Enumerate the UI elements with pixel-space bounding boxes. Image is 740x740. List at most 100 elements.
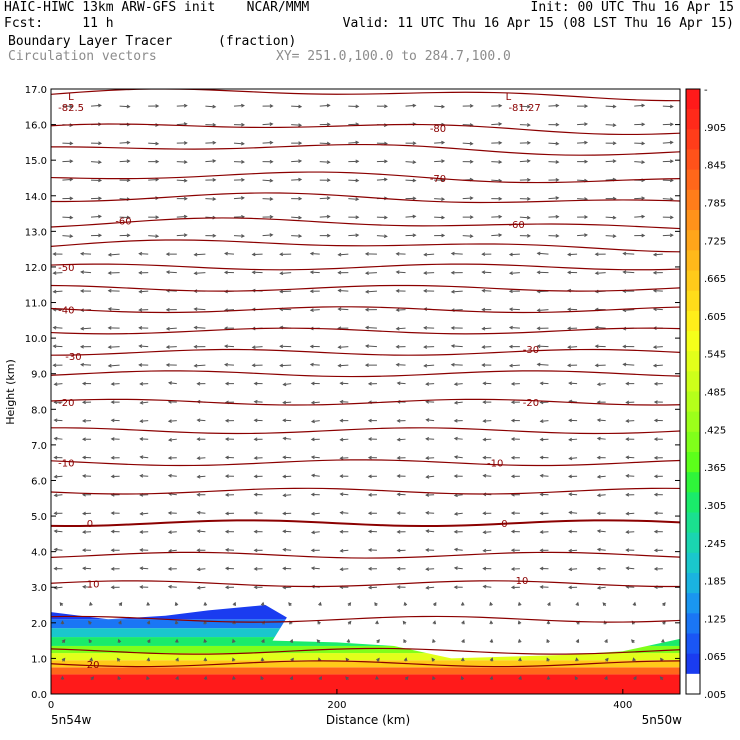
contour-label: -10 bbox=[487, 459, 503, 470]
vector-arrow bbox=[423, 289, 435, 293]
vector-arrow bbox=[138, 344, 149, 349]
vector-arrow bbox=[605, 104, 617, 109]
vector-arrow bbox=[661, 638, 665, 643]
vector-arrow bbox=[107, 252, 120, 257]
y-tick-label: 10.0 bbox=[25, 334, 47, 345]
vector-arrow bbox=[519, 159, 531, 163]
y-tick-label: 13.0 bbox=[25, 227, 47, 238]
vector-arrow bbox=[80, 362, 92, 367]
vector-arrow bbox=[423, 345, 435, 349]
colorbar-swatch bbox=[686, 371, 700, 392]
vector-arrow bbox=[539, 437, 549, 442]
vector-arrow bbox=[223, 270, 234, 275]
vector-arrow bbox=[450, 289, 463, 294]
y-tick-label: 14.0 bbox=[25, 192, 47, 203]
vector-arrow bbox=[653, 529, 663, 534]
vector-arrow bbox=[482, 584, 492, 589]
vector-arrow bbox=[167, 381, 177, 385]
vector-arrow bbox=[319, 103, 331, 108]
colorbar-label: .365 bbox=[704, 463, 726, 474]
vector-arrow bbox=[261, 638, 265, 643]
isotherm bbox=[51, 647, 680, 655]
vector-arrow bbox=[337, 345, 349, 350]
init-time: Init: 00 UTC Thu 16 Apr 15 bbox=[530, 0, 735, 15]
vector-arrow bbox=[193, 252, 206, 257]
vector-arrow bbox=[481, 252, 492, 257]
vector-arrow bbox=[508, 363, 520, 368]
vector-arrow bbox=[575, 657, 579, 662]
vector-arrow bbox=[518, 657, 522, 662]
vector-arrow bbox=[291, 215, 303, 220]
vector-arrow bbox=[460, 601, 465, 606]
vector-arrow bbox=[53, 455, 63, 460]
vector-arrow bbox=[453, 474, 463, 478]
vector-arrow bbox=[88, 639, 93, 644]
vector-arrow bbox=[662, 233, 674, 238]
vector-arrow bbox=[508, 307, 520, 312]
vector-arrow bbox=[508, 344, 520, 349]
vector-arrow bbox=[481, 307, 492, 312]
isotherm bbox=[51, 89, 680, 102]
vector-arrow bbox=[262, 197, 274, 201]
vector-arrow bbox=[546, 657, 550, 662]
vector-arrow bbox=[196, 567, 206, 572]
vector-arrow bbox=[309, 270, 320, 275]
vector-arrow bbox=[634, 233, 646, 238]
vector-arrow bbox=[348, 197, 360, 202]
vector-arrow bbox=[577, 233, 589, 237]
colorbar-swatch bbox=[686, 351, 700, 372]
vector-arrow bbox=[453, 493, 463, 498]
vector-arrow bbox=[653, 437, 663, 442]
vector-arrow bbox=[289, 675, 294, 680]
colorbar-swatch bbox=[686, 230, 700, 251]
vector-arrow bbox=[403, 638, 407, 643]
vector-arrow bbox=[282, 566, 292, 571]
vector-arrow bbox=[482, 511, 492, 516]
vector-arrow bbox=[196, 548, 206, 553]
vector-arrow bbox=[434, 140, 446, 145]
vector-arrow bbox=[260, 601, 265, 606]
vector-arrow bbox=[367, 493, 377, 497]
vector-arrow bbox=[510, 585, 520, 590]
vector-arrow bbox=[633, 676, 637, 681]
vector-arrow bbox=[662, 122, 674, 127]
vector-arrow bbox=[291, 104, 303, 109]
vector-arrow bbox=[260, 657, 265, 662]
vector-arrow bbox=[367, 511, 377, 516]
vector-arrow bbox=[519, 233, 531, 238]
vector-arrow bbox=[81, 437, 92, 442]
vector-arrow bbox=[594, 252, 606, 257]
vector-arrow bbox=[262, 104, 274, 108]
vector-arrow bbox=[337, 288, 349, 293]
vector-arrow bbox=[596, 418, 606, 423]
vector-arrow bbox=[423, 363, 435, 368]
vector-arrow bbox=[82, 455, 92, 460]
vector-arrow bbox=[310, 419, 320, 424]
x-axis: 0 200 400 bbox=[48, 689, 632, 711]
y-tick-label: 1.0 bbox=[31, 654, 47, 665]
vector-arrow bbox=[88, 620, 92, 625]
vector-arrow bbox=[52, 289, 63, 294]
vector-arrow bbox=[652, 345, 663, 349]
vector-arrow bbox=[196, 456, 206, 461]
colorbar-label: .425 bbox=[704, 425, 726, 436]
vector-arrow bbox=[508, 325, 520, 330]
vector-arrow bbox=[622, 344, 635, 349]
tracer-band bbox=[51, 653, 680, 661]
colorbar-label: .245 bbox=[704, 539, 726, 550]
vector-arrow bbox=[567, 270, 578, 275]
vector-arrow bbox=[319, 214, 331, 219]
vector-arrow bbox=[339, 437, 349, 442]
colorbar-label: .785 bbox=[704, 198, 726, 209]
vector-arrow bbox=[310, 492, 320, 497]
vector-arrow bbox=[107, 271, 120, 275]
vector-arrow bbox=[396, 474, 406, 478]
vector-arrow bbox=[634, 141, 646, 146]
vector-arrow bbox=[625, 492, 635, 497]
vector-arrow bbox=[489, 601, 493, 606]
colorbar-swatch bbox=[686, 653, 700, 675]
vector-arrow bbox=[548, 178, 560, 182]
vector-arrow bbox=[233, 234, 245, 238]
isotherm bbox=[51, 580, 680, 588]
vector-arrow bbox=[165, 270, 177, 274]
